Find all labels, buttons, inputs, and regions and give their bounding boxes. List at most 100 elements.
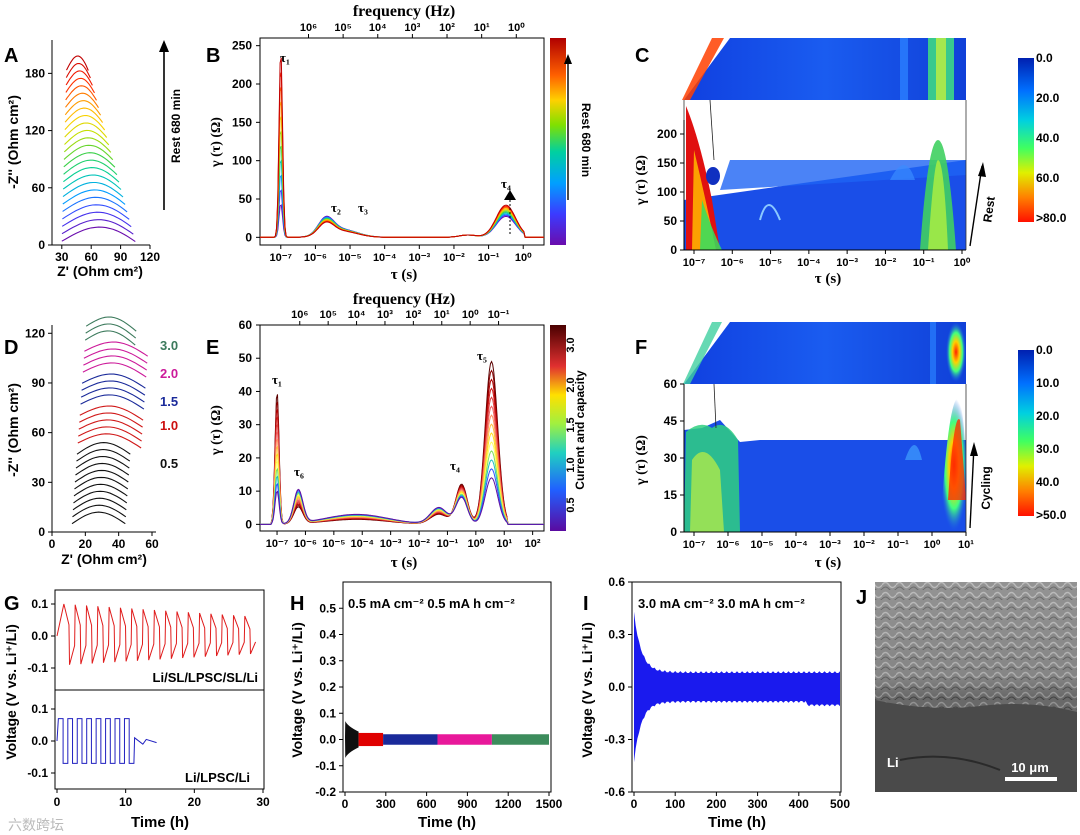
panel-d-group-0-5: 0.5	[160, 456, 178, 471]
e-cbtick-label: 2.0	[565, 377, 577, 392]
panel-i-x-label: Time (h)	[708, 814, 766, 831]
f-cbtick-label: 20.0	[1036, 409, 1060, 423]
panel-letter-c: C	[635, 45, 649, 67]
b-ytick-label: 0	[245, 230, 252, 244]
i-ytick-label: 0.6	[608, 575, 625, 589]
h-xtick-label: 1200	[495, 797, 522, 811]
panel-h-y-label: Voltage (V vs. Li⁺/Li)	[289, 622, 305, 757]
h-ytick-label: 0.2	[319, 680, 336, 694]
f-ytick-label: 60	[664, 377, 678, 391]
panel-h-x-ticks: 0 300 600 900 1200 1500	[342, 792, 563, 811]
panel-e-peak-tau6: τ₆	[294, 464, 304, 479]
i-ytick-label: -0.6	[604, 785, 625, 799]
e-toptick-label: 10⁰	[462, 309, 479, 321]
panel-d-x-ticks: 0 20 40 60	[49, 532, 159, 551]
e-cbtick-label: 0.5	[565, 497, 577, 512]
b-xtick-label: 10⁻³	[408, 252, 430, 264]
panel-c-hole	[706, 167, 720, 185]
panel-g-x-ticks: 0 10 20 30	[54, 789, 270, 809]
panel-c-link-line	[709, 99, 715, 161]
h-xtick-label: 300	[376, 797, 396, 811]
panel-g-x-label: Time (h)	[131, 814, 189, 831]
panel-i-x-ticks: 0 100 200 300 400 500	[631, 792, 850, 811]
panel-g: G 0 10 20 30 0.1 0.1 0.0 0.0 -0.1 -0.1 Li/SL/LPS…	[3, 589, 270, 831]
b-toptick-label: 10¹	[474, 22, 490, 34]
panel-a-y-ticks: 0 60 120 180	[25, 66, 52, 252]
nyquist-curve	[73, 490, 128, 504]
nyquist-curve	[65, 70, 93, 86]
nyquist-curve	[78, 419, 143, 435]
panel-a-arrow-head-icon	[159, 40, 169, 52]
panel-a-x-ticks: 30 60 90 120	[55, 245, 160, 264]
panel-f-colorbar	[1018, 350, 1034, 516]
panel-f-top-plane	[684, 322, 966, 384]
panel-a-x-label: Z' (Ohm cm²)	[57, 263, 143, 279]
a-ytick-label: 120	[25, 124, 45, 138]
e-xtick-label: 10⁻²	[408, 538, 430, 550]
b-toptick-label: 10³	[404, 22, 420, 34]
g-ytick-label: 0.0	[31, 734, 48, 748]
panel-g-top-series	[56, 603, 257, 665]
e-toptick-label: 10⁴	[348, 309, 366, 321]
b-xtick-label: 10⁻⁶	[304, 252, 327, 264]
f-cbtick-label: 40.0	[1036, 475, 1060, 489]
nyquist-curve	[62, 181, 124, 198]
nyquist-curve	[64, 129, 110, 146]
panel-b-colorbar-arrow-icon	[564, 54, 572, 64]
panel-c-colorbar	[1018, 58, 1034, 222]
panel-f-top-hot	[946, 322, 966, 382]
i-xtick-label: 400	[789, 797, 809, 811]
panel-b-peak-tau2: τ₂	[331, 200, 341, 215]
panel-c-top-hot-core	[936, 38, 946, 100]
panel-g-bottom-label: Li/LPSC/Li	[185, 770, 250, 785]
b-toptick-label: 10²	[439, 22, 455, 34]
nyquist-curve	[77, 433, 142, 449]
panel-e-x-ticks: 10⁻⁷ 10⁻⁶ 10⁻⁵ 10⁻⁴ 10⁻³ 10⁻² 10⁻¹ 10⁰ 10¹ 10²	[266, 531, 541, 550]
nyquist-curve	[83, 348, 148, 364]
panel-b-x-label: τ (s)	[391, 267, 418, 283]
nyquist-curve	[75, 462, 130, 476]
c-cbtick-label: 0.0	[1036, 51, 1053, 65]
h-ytick-label: 0.1	[319, 706, 336, 720]
drt-curve	[260, 158, 544, 238]
g-ytick-label: 0.1	[31, 597, 48, 611]
panel-e-peak-tau4: τ₄	[450, 458, 460, 473]
panel-b-peak-arrow-icon	[504, 190, 516, 200]
e-xtick-label: 10¹	[496, 538, 512, 550]
c-xtick-label: 10⁻⁷	[683, 257, 706, 269]
panel-e-y-ticks: 0 10 20 30 40 50 60	[239, 318, 260, 531]
e-xtick-label: 10²	[525, 538, 541, 550]
panel-d-group-1-5: 1.5	[160, 394, 178, 409]
panel-a: A 30 60 90 120 0 60 120 180 Z' (Ohm cm²) -Z'' …	[4, 40, 183, 279]
c-xtick-label: 10⁻⁶	[721, 257, 744, 269]
b-xtick-label: 10⁻⁷	[269, 252, 292, 264]
panel-d-group-2-0: 2.0	[160, 366, 178, 381]
h-xtick-label: 900	[457, 797, 477, 811]
b-ytick-label: 200	[232, 77, 252, 91]
a-xtick-label: 60	[85, 250, 99, 264]
panel-c-top-plane	[684, 38, 966, 100]
nyquist-curve	[79, 405, 144, 421]
c-xtick-label: 10⁻⁴	[797, 257, 820, 269]
panel-b-y-label: γ (τ) (Ω)	[209, 117, 224, 168]
b-ytick-label: 250	[232, 39, 252, 53]
nyquist-curve	[84, 341, 149, 357]
panel-i-y-ticks: -0.6 -0.3 0.0 0.3 0.6	[604, 575, 632, 799]
a-xtick-label: 90	[114, 250, 128, 264]
panel-j-scale-bar	[1005, 777, 1057, 781]
a-xtick-label: 30	[55, 250, 69, 264]
e-cbtick-label: 1.0	[565, 457, 577, 472]
i-xtick-label: 0	[631, 797, 638, 811]
panel-e-frequency-label: frequency (Hz)	[353, 291, 455, 308]
e-ytick-label: 0	[245, 517, 252, 531]
panel-c-y-ticks: 0 50 100 150 200	[657, 127, 684, 257]
h-ytick-label: 0.3	[319, 654, 336, 668]
panel-e-peak-tau5: τ₅	[477, 348, 487, 363]
c-cbtick-label: 40.0	[1036, 131, 1060, 145]
nyquist-curve	[63, 152, 116, 168]
panel-c-tau4-core	[928, 160, 948, 250]
e-toptick-label: 10³	[377, 309, 393, 321]
b-toptick-label: 10⁰	[508, 22, 525, 34]
f-xtick-label: 10⁻¹	[887, 539, 909, 551]
